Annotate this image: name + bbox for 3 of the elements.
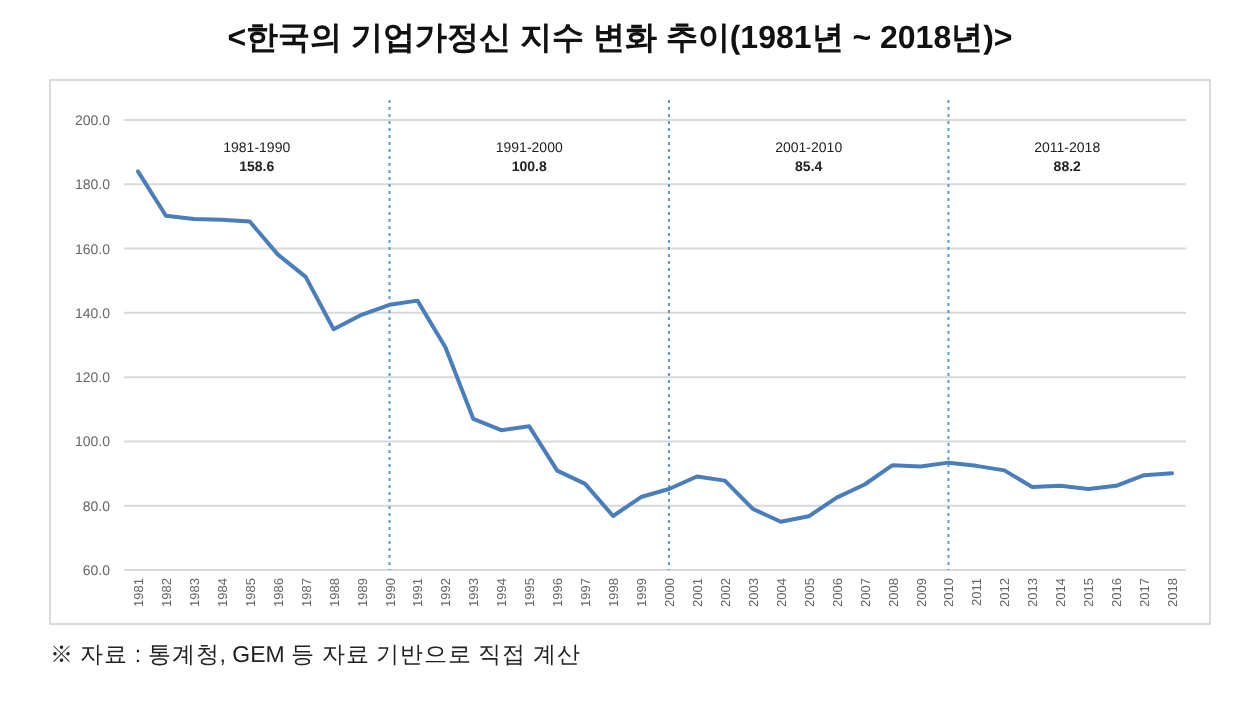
chart-title: <한국의 기업가정신 지수 변화 추이(1981년 ~ 2018년)> [227,22,1013,56]
line-series [135,169,1175,524]
text: ※ 자료 : 통계청, GEM 등 자료 기반으로 직접 계산 [50,644,581,668]
